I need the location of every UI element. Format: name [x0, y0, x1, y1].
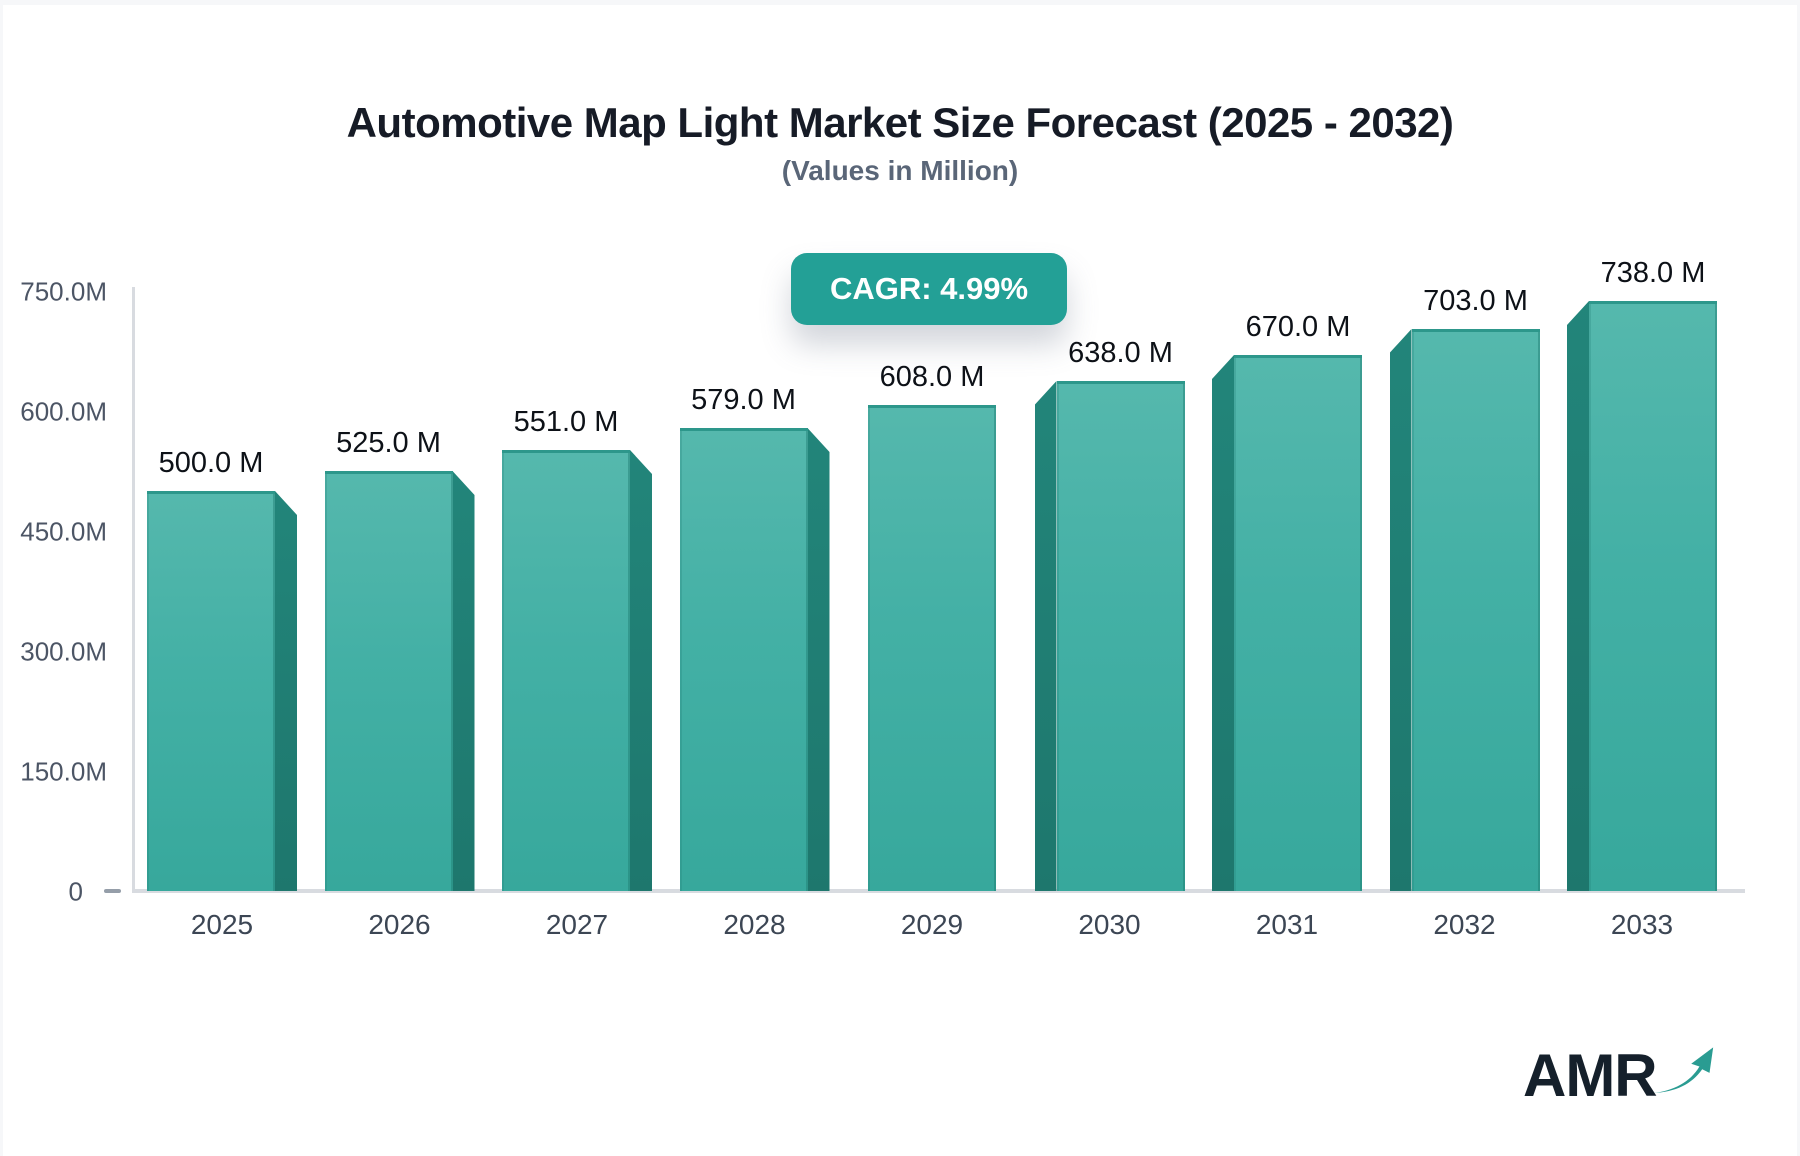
bar-2027-side-face — [630, 450, 652, 891]
y-tick-label: 0 — [68, 876, 83, 907]
x-axis-label-2025: 2025 — [190, 909, 254, 940]
x-axis-label-2027: 2027 — [545, 909, 609, 940]
bar-2030 — [1056, 381, 1185, 891]
bar-value-label-2028: 579.0 M — [691, 384, 796, 416]
bar-value-label-2029: 608.0 M — [879, 361, 985, 393]
bar-value-label-2031: 670.0 M — [1245, 311, 1351, 343]
bar-value-label-2033: 738.0 M — [1600, 257, 1706, 289]
bar-value-label-2026: 525.0 M — [336, 427, 441, 459]
chart-title: Automotive Map Light Market Size Forecas… — [346, 99, 1454, 146]
x-axis-label-2032: 2032 — [1433, 909, 1496, 940]
bar-value-label-2025: 500.0 M — [158, 447, 264, 479]
cagr-badge: CAGR: 4.99% — [791, 253, 1067, 325]
y-tick-label: 450.0M — [20, 516, 107, 547]
chart-card: Automotive Map Light Market Size Forecas… — [3, 5, 1797, 1156]
bar-2029 — [868, 405, 996, 891]
bar-2030-side-face — [1034, 381, 1057, 891]
y-tick-label: 300.0M — [20, 636, 107, 667]
x-axis-label-2028: 2028 — [723, 909, 786, 940]
bar-2033-side-face — [1567, 301, 1589, 891]
brand-logo: AMR — [1523, 1041, 1733, 1111]
chart-subtitle: (Values in Million) — [781, 155, 1019, 186]
x-axis-label-2026: 2026 — [368, 909, 431, 940]
cagr-badge-label: CAGR: 4.99% — [829, 271, 1029, 306]
bar-2025-side-face — [275, 491, 297, 891]
bar-2032 — [1411, 329, 1540, 891]
bar-value-label-2032: 703.0 M — [1423, 285, 1528, 317]
x-axis-label-2031: 2031 — [1255, 909, 1319, 940]
y-tick-label: 150.0M — [20, 756, 107, 787]
bar-2025 — [147, 491, 275, 891]
zero-tick-mark — [104, 889, 121, 893]
x-axis-label-2030: 2030 — [1078, 909, 1141, 940]
bar-2026-side-face — [452, 471, 475, 891]
y-tick-label: 600.0M — [20, 396, 107, 427]
bar-2031-side-face — [1212, 355, 1234, 891]
bar-2027 — [502, 450, 630, 891]
bar-2028 — [679, 428, 808, 891]
y-tick-label: 750.0M — [20, 276, 107, 307]
x-axis-line — [132, 889, 1745, 893]
brand-logo-text: AMR — [1523, 1042, 1658, 1109]
bar-2026 — [324, 471, 453, 891]
bar-2033 — [1589, 301, 1717, 891]
trend-arrow-icon — [1652, 1047, 1713, 1094]
bar-value-label-2030: 638.0 M — [1068, 337, 1173, 369]
x-axis-label-2029: 2029 — [900, 909, 964, 940]
y-axis-line — [132, 287, 135, 891]
bar-2028-side-face — [807, 428, 830, 891]
bar-2031 — [1234, 355, 1362, 891]
bar-2032-side-face — [1389, 329, 1412, 891]
x-axis-label-2033: 2033 — [1610, 909, 1674, 940]
bar-value-label-2027: 551.0 M — [513, 406, 619, 438]
